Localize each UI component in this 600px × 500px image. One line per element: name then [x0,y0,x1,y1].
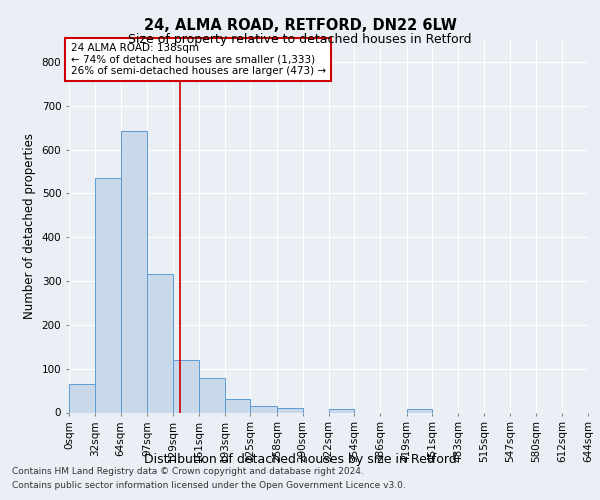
Bar [277,408,303,412]
Y-axis label: Number of detached properties: Number of detached properties [23,133,36,320]
Bar [250,406,277,412]
Text: 24 ALMA ROAD: 138sqm
← 74% of detached houses are smaller (1,333)
26% of semi-de: 24 ALMA ROAD: 138sqm ← 74% of detached h… [71,43,326,76]
Bar [224,400,250,412]
Bar [69,384,95,412]
Bar [121,131,147,412]
Bar [329,409,354,412]
Bar [95,178,121,412]
Bar [407,408,433,412]
Text: Contains public sector information licensed under the Open Government Licence v3: Contains public sector information licen… [12,481,406,490]
Text: Contains HM Land Registry data © Crown copyright and database right 2024.: Contains HM Land Registry data © Crown c… [12,468,364,476]
Bar [173,360,199,412]
Text: 24, ALMA ROAD, RETFORD, DN22 6LW: 24, ALMA ROAD, RETFORD, DN22 6LW [143,18,457,32]
Text: Size of property relative to detached houses in Retford: Size of property relative to detached ho… [128,32,472,46]
Text: Distribution of detached houses by size in Retford: Distribution of detached houses by size … [143,452,457,466]
Bar [147,274,173,412]
Bar [199,378,224,412]
